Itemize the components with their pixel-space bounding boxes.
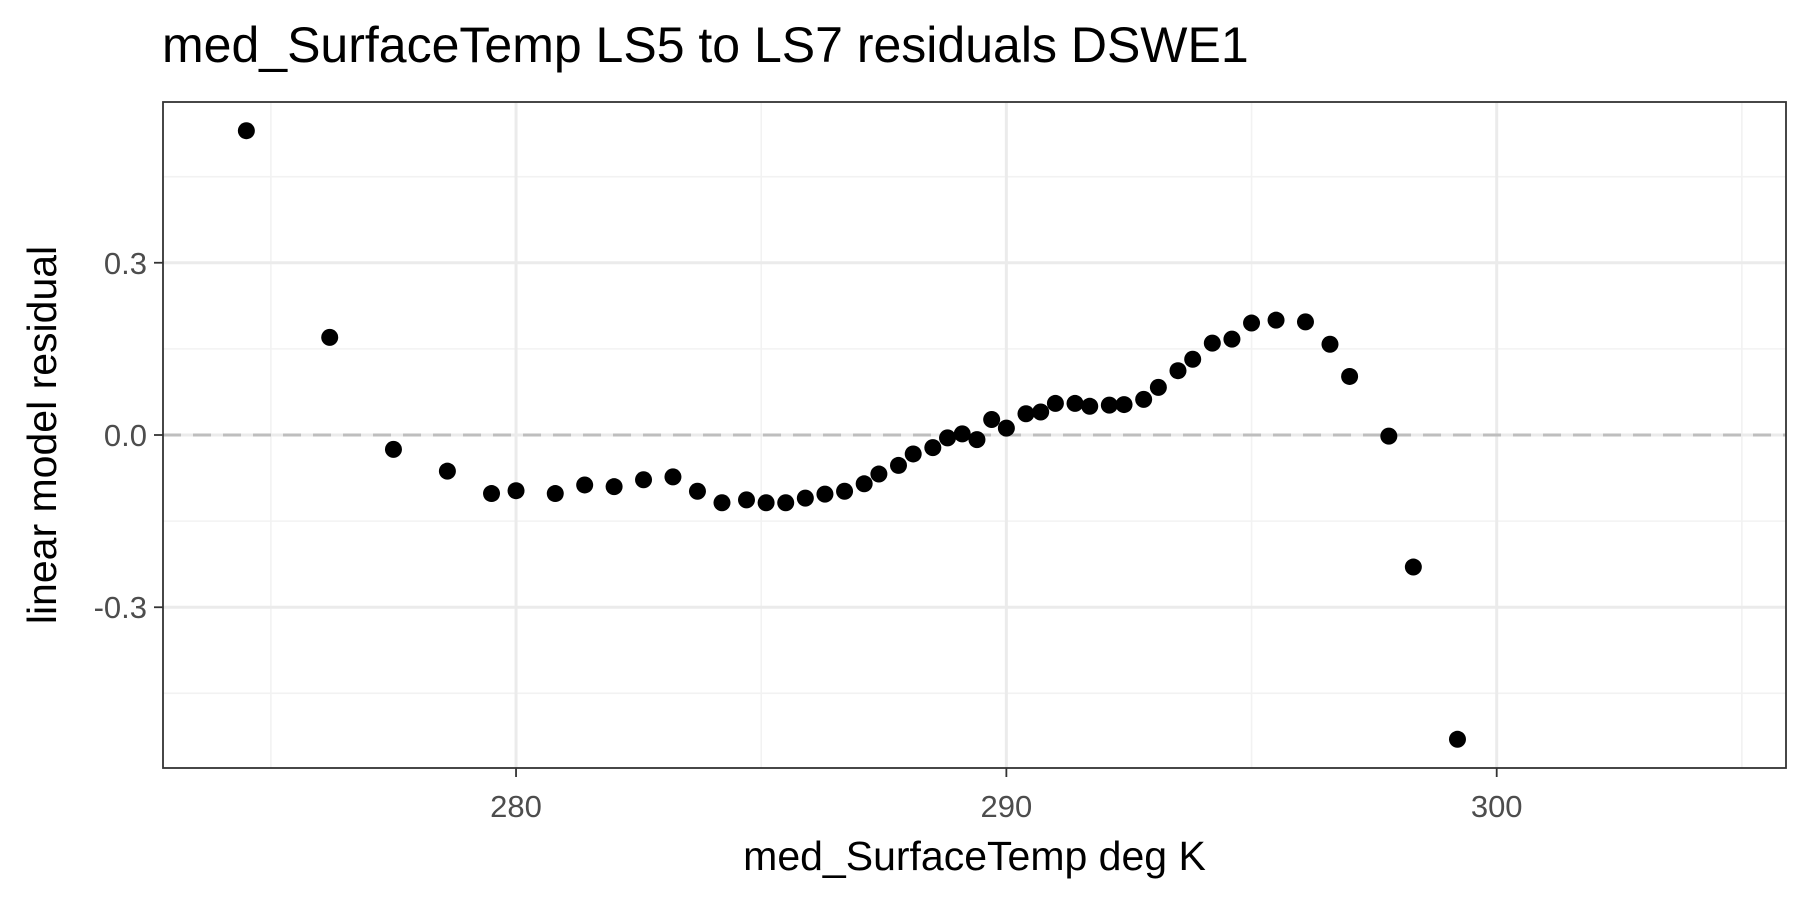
data-point-5 [507,482,525,500]
data-point-32 [1066,394,1084,412]
y-tick-label-0: -0.3 [94,590,147,625]
data-point-14 [757,494,775,512]
data-point-47 [1380,427,1398,445]
data-point-40 [1203,334,1221,352]
y-axis-title: linear model residual [19,246,65,624]
data-point-41 [1223,330,1241,348]
data-point-31 [1046,394,1064,412]
data-point-28 [997,419,1015,437]
data-point-22 [904,445,922,463]
data-point-2 [384,440,402,458]
data-point-11 [688,482,706,500]
data-point-35 [1115,396,1133,414]
data-point-10 [664,468,682,486]
data-point-43 [1267,311,1285,329]
data-point-17 [816,485,834,503]
data-point-34 [1100,396,1118,414]
data-point-15 [777,494,795,512]
data-point-0 [237,122,255,140]
data-point-36 [1135,390,1153,408]
y-axis-ticks: -0.3 0.0 0.3 [94,246,163,625]
data-point-42 [1243,314,1261,332]
data-point-4 [483,485,501,503]
data-point-45 [1321,335,1339,353]
y-tick-label-2: 0.3 [104,246,147,281]
data-point-21 [889,456,907,474]
x-axis-title: med_SurfaceTemp deg K [743,833,1206,879]
data-point-16 [796,489,814,507]
x-tick-label-1: 290 [981,789,1033,824]
data-point-46 [1341,367,1359,385]
data-point-44 [1296,313,1314,331]
data-point-25 [953,425,971,443]
data-point-49 [1448,730,1466,748]
x-tick-label-2: 300 [1471,789,1523,824]
data-point-20 [870,465,888,483]
data-point-24 [939,429,957,447]
data-points [237,122,1466,748]
data-point-23 [924,439,942,457]
data-point-48 [1404,558,1422,576]
x-axis-ticks: 280 290 300 [490,768,1523,824]
data-point-33 [1081,397,1099,415]
x-tick-label-0: 280 [490,789,542,824]
data-point-8 [605,478,623,496]
data-point-7 [576,476,594,494]
data-point-38 [1169,362,1187,380]
data-point-26 [968,431,986,449]
data-point-1 [321,328,339,346]
data-point-27 [983,410,1001,428]
data-point-30 [1032,403,1050,421]
chart-title: med_SurfaceTemp LS5 to LS7 residuals DSW… [162,17,1249,73]
data-point-3 [438,462,456,480]
data-point-29 [1017,405,1035,423]
data-point-13 [737,491,755,509]
data-point-9 [635,471,653,489]
data-point-6 [546,485,564,503]
data-point-37 [1149,378,1167,396]
data-point-39 [1184,350,1202,368]
data-point-18 [836,482,854,500]
y-tick-label-1: 0.0 [104,418,147,453]
data-point-19 [855,475,873,493]
data-point-12 [713,494,731,512]
